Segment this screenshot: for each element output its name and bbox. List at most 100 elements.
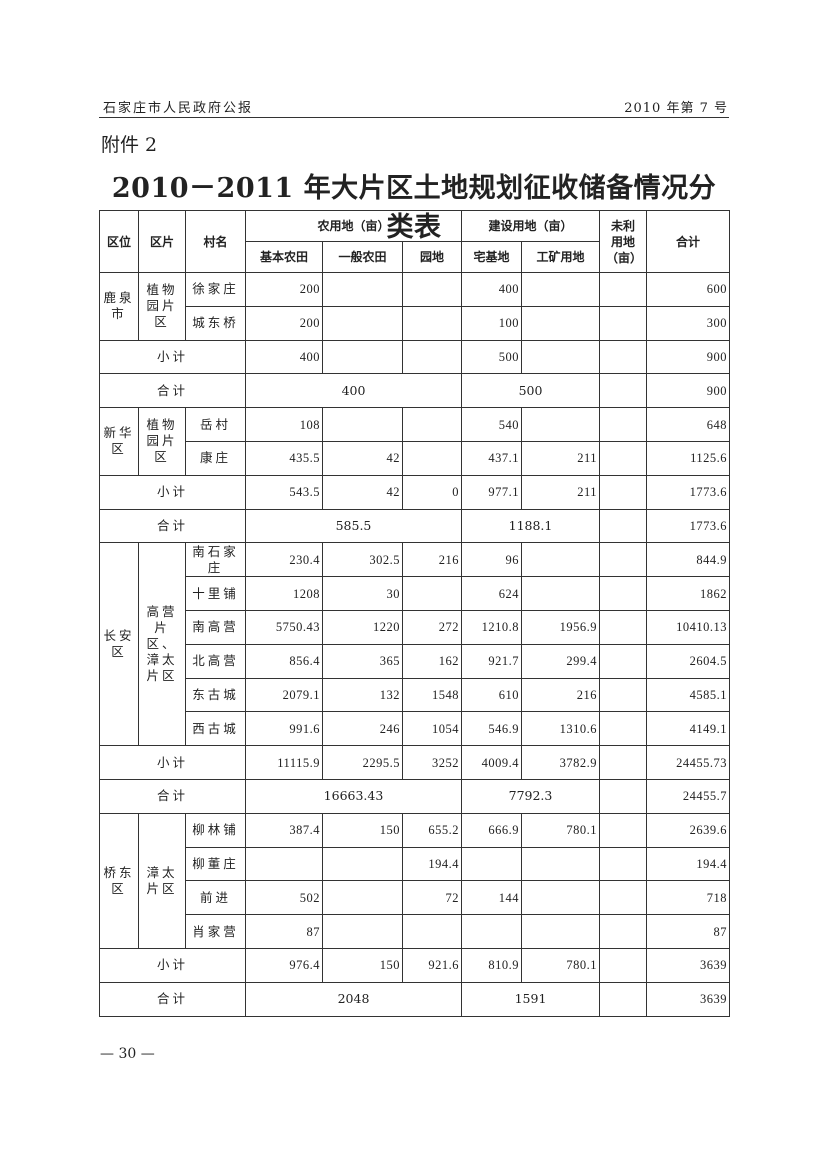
homestead-cell: 1210.8 — [461, 609, 522, 645]
subtotal-industrial-mining: 211 — [520, 474, 601, 510]
subtotal-total: 1773.6 — [646, 474, 731, 510]
industrial-mining-cell — [520, 542, 601, 578]
total-sum: 1773.6 — [646, 508, 731, 544]
village-name: 北高营 — [185, 643, 246, 679]
industrial-mining-cell — [520, 305, 601, 341]
general-farmland-cell: 302.5 — [322, 542, 403, 578]
total-cell: 300 — [646, 305, 731, 341]
subtotal-industrial-mining: 780.1 — [520, 947, 601, 983]
general-farmland-cell — [322, 407, 403, 442]
header-general-farmland: 一般农田 — [322, 241, 403, 273]
garden-cell — [402, 272, 462, 307]
village-name: 徐家庄 — [185, 272, 246, 307]
total-unused — [599, 981, 648, 1017]
district-name: 鹿泉市 — [99, 272, 139, 341]
table-row: 柳董庄 194.4 194.4 — [100, 846, 731, 882]
table-row: 东古城 2079.1 132 1548 610 216 4585.1 — [100, 677, 731, 713]
total-row: 合计 585.5 1188.1 1773.6 — [99, 508, 731, 544]
basic-farmland-cell: 991.6 — [245, 711, 323, 747]
homestead-cell: 437.1 — [461, 440, 522, 476]
industrial-mining-cell — [520, 880, 601, 916]
garden-cell: 194.4 — [402, 846, 462, 882]
village-name: 南高营 — [185, 609, 246, 645]
industrial-mining-cell: 1956.9 — [520, 609, 601, 645]
total-sum: 24455.7 — [646, 778, 731, 814]
total-cell: 600 — [646, 272, 731, 307]
basic-farmland-cell: 435.5 — [245, 440, 323, 476]
header-village: 村名 — [185, 210, 246, 273]
table-row: 南高营 5750.43 1220 272 1210.8 1956.9 10410.13 — [100, 609, 731, 645]
subtotal-unused — [599, 339, 648, 375]
village-name: 柳董庄 — [185, 846, 246, 882]
basic-farmland-cell: 230.4 — [245, 542, 323, 578]
industrial-mining-cell: 1310.6 — [520, 711, 601, 747]
general-farmland-cell: 1220 — [322, 609, 403, 645]
table-row: 西古城 991.6 246 1054 546.9 1310.6 4149.1 — [100, 711, 731, 747]
homestead-cell: 96 — [461, 542, 522, 578]
subtotal-homestead: 500 — [461, 339, 522, 375]
table-row: 前进 502 72 144 718 — [100, 880, 731, 916]
subtotal-row: 小计 543.5 42 0 977.1 211 1773.6 — [99, 474, 731, 510]
subtotal-label: 小计 — [99, 339, 246, 375]
general-farmland-cell: 42 — [322, 440, 403, 476]
land-classification-table: 区位 区片 村名 农用地（亩） 建设用地（亩） 未利用地（亩） 合计 基本农田 … — [99, 210, 731, 1017]
total-sum: 900 — [646, 373, 731, 409]
homestead-cell — [461, 846, 522, 882]
header-divider — [99, 117, 729, 118]
total-sum: 3639 — [646, 981, 731, 1017]
subtotal-unused — [599, 745, 648, 780]
total-cell: 1862 — [646, 576, 731, 611]
header-garden: 园地 — [402, 241, 462, 273]
industrial-mining-cell: 216 — [520, 677, 601, 713]
general-farmland-cell — [322, 914, 403, 949]
subtotal-label: 小计 — [99, 474, 246, 510]
basic-farmland-cell: 856.4 — [245, 643, 323, 679]
subtotal-total: 24455.73 — [646, 745, 731, 780]
total-cell: 194.4 — [646, 846, 731, 882]
industrial-mining-cell — [520, 407, 601, 442]
garden-cell — [402, 305, 462, 341]
table-row: 鹿泉市 植物园片区 徐家庄 200 400 600 — [99, 272, 731, 341]
unused-cell — [599, 576, 648, 611]
total-row: 合计 400 500 900 — [99, 373, 731, 409]
subtotal-basic-farmland: 543.5 — [245, 474, 323, 510]
homestead-cell: 921.7 — [461, 643, 522, 679]
unused-cell — [599, 440, 648, 476]
village-name: 南石家庄 — [185, 542, 246, 578]
total-unused — [599, 778, 648, 814]
total-cell: 844.9 — [646, 542, 731, 578]
header-industrial-mining: 工矿用地 — [520, 241, 601, 273]
table-row: 康庄 435.5 42 437.1 211 1125.6 — [100, 440, 731, 476]
subtotal-basic-farmland: 400 — [245, 339, 323, 375]
header-unused: 未利用地（亩） — [599, 210, 648, 273]
total-farmland: 400 — [245, 373, 462, 409]
unused-cell — [599, 643, 648, 679]
total-cell: 718 — [646, 880, 731, 916]
unused-cell — [599, 677, 648, 713]
total-cell: 10410.13 — [646, 609, 731, 645]
zone-name: 植物园片区 — [138, 272, 186, 341]
homestead-cell: 540 — [461, 407, 522, 442]
total-construction: 7792.3 — [460, 778, 601, 814]
garden-cell: 1548 — [402, 677, 462, 713]
homestead-cell — [461, 914, 522, 949]
subtotal-general-farmland — [322, 339, 403, 375]
garden-cell: 162 — [402, 643, 462, 679]
general-farmland-cell: 365 — [322, 643, 403, 679]
subtotal-basic-farmland: 976.4 — [245, 947, 323, 983]
village-name: 康庄 — [185, 440, 246, 476]
village-name: 肖家营 — [185, 914, 246, 949]
total-label: 合计 — [99, 778, 246, 814]
village-name: 城东桥 — [185, 305, 246, 341]
total-label: 合计 — [99, 981, 246, 1017]
subtotal-general-farmland: 42 — [322, 474, 403, 510]
garden-cell: 72 — [402, 880, 462, 916]
homestead-cell: 144 — [461, 880, 522, 916]
total-cell: 4149.1 — [646, 711, 731, 747]
district-name: 长安区 — [99, 542, 139, 747]
homestead-cell: 100 — [461, 305, 522, 341]
total-cell: 2604.5 — [646, 643, 731, 679]
village-name: 东古城 — [185, 677, 246, 713]
total-row: 合计 2048 1591 3639 — [99, 981, 731, 1017]
subtotal-row: 小计 976.4 150 921.6 810.9 780.1 3639 — [99, 947, 731, 983]
